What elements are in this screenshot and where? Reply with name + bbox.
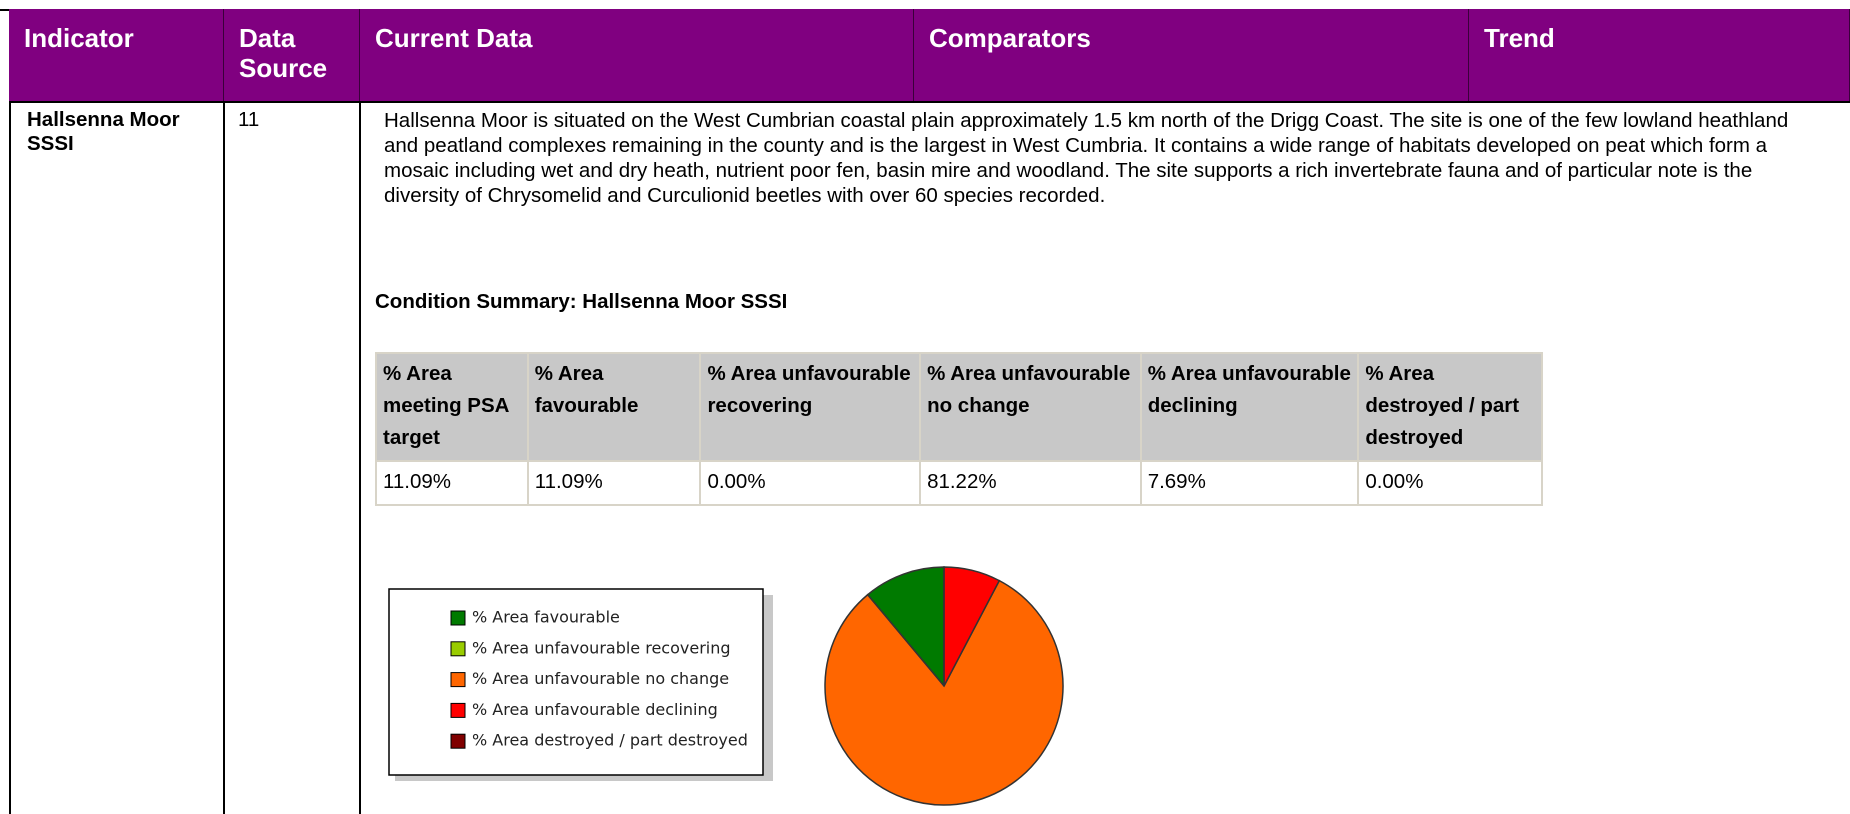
header-cell: Trend [1469, 9, 1850, 101]
legend-label: % Area destroyed / part destroyed [472, 731, 748, 750]
column-border [359, 101, 361, 814]
data-source: 11 [238, 108, 260, 131]
table-header: % Area favourable [526, 352, 702, 462]
header-cell: Data Source [224, 9, 360, 101]
header-cell: Current Data [360, 9, 914, 101]
table-cell: 0.00% [699, 460, 922, 506]
legend-swatch [450, 702, 466, 718]
table-cell: 7.69% [1139, 460, 1360, 506]
table-header: % Area unfavourable declining [1139, 352, 1360, 462]
table-header: % Area destroyed / part destroyed [1357, 352, 1543, 462]
legend-swatch [450, 733, 466, 749]
header-cell: Indicator [9, 9, 224, 101]
row-border [9, 101, 1850, 103]
table-cell: 11.09% [375, 460, 529, 506]
column-border [9, 101, 11, 814]
legend-label: % Area unfavourable declining [472, 700, 718, 719]
table-header: % Area meeting PSA target [375, 352, 529, 462]
condition-table: % Area meeting PSA target% Area favourab… [375, 352, 1543, 506]
column-border [223, 101, 225, 814]
table-cell: 0.00% [1357, 460, 1543, 506]
table-header: % Area unfavourable recovering [699, 352, 922, 462]
table-cell: 11.09% [526, 460, 702, 506]
pie-slice [866, 566, 945, 689]
indicator: Hallsenna Moor SSSI [27, 108, 180, 155]
table-header-row: % Area meeting PSA target% Area favourab… [375, 352, 1543, 462]
legend-swatch [450, 641, 466, 657]
legend-swatch [450, 672, 466, 688]
table-header: % Area unfavourable no change [919, 352, 1142, 462]
description: Hallsenna Moor is situated on the West C… [384, 109, 1789, 207]
legend-label: % Area favourable [472, 608, 620, 627]
legend-label: % Area unfavourable no change [472, 669, 729, 688]
header-cell: Comparators [914, 9, 1469, 101]
legend-swatch [450, 610, 466, 626]
summary-title: Condition Summary: Hallsenna Moor SSSI [375, 290, 788, 313]
legend-label: % Area unfavourable recovering [472, 638, 731, 657]
table-row: 11.09% 11.09% 0.00% 81.22% 7.69% 0.00% [375, 460, 1543, 506]
table-cell: 81.22% [919, 460, 1142, 506]
pie-slice [824, 579, 1064, 806]
